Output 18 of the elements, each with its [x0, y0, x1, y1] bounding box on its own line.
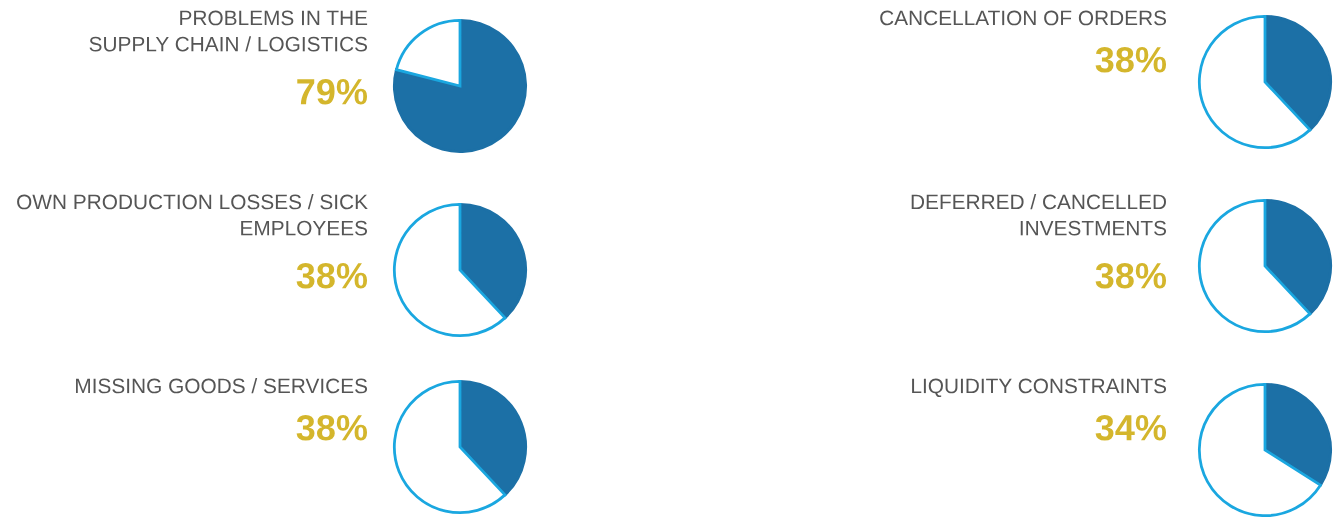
pie-slice [1263, 14, 1333, 132]
text: 38% [296, 262, 368, 289]
pie-slice [1263, 382, 1333, 487]
text: CANCELLATION OF ORDERS [880, 10, 1167, 26]
chart-title: DEFERRED / CANCELLED INVESTMENTS [911, 194, 1167, 236]
chart-title: LIQUIDITY CONSTRAINTS [912, 378, 1167, 398]
pie-slice [1263, 198, 1333, 316]
text: 38% [296, 414, 368, 441]
chart-title: PROBLEMS IN THE SUPPLY CHAIN / LOGISTICS [89, 10, 368, 52]
text: 38% [1095, 262, 1167, 289]
text: MISSING GOODS / SERVICES [76, 378, 368, 394]
pie-slice [458, 202, 528, 320]
text: 34% [1095, 414, 1167, 441]
pie-slice [392, 18, 528, 154]
text: 79% [297, 78, 368, 105]
text: OWN PRODUCTION LOSSES / SICK EMPLOYEES [17, 194, 368, 236]
pie-slice [458, 379, 528, 497]
text: 38% [1095, 46, 1167, 73]
